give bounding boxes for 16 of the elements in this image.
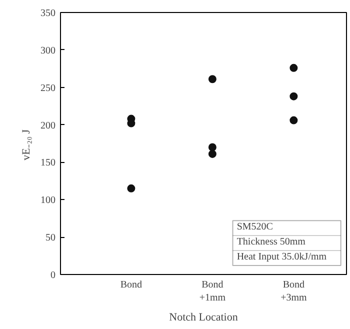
- y-tick-label: 350: [40, 8, 56, 19]
- annotation: Heat Input 35.0kJ/mm: [236, 252, 327, 263]
- annotation: Thickness 50mm: [236, 236, 306, 248]
- y-tick-label: 0: [50, 270, 56, 281]
- y-tick-label: 100: [40, 195, 56, 206]
- x-tick-label: Bond: [120, 280, 142, 290]
- y-tick-label: 200: [40, 120, 56, 132]
- x-tick-label: Bond +1mm: [199, 280, 226, 304]
- x-tick-label: Bond +3mm: [280, 280, 308, 304]
- y-tick-label: 300: [40, 45, 56, 56]
- x-axis-title: Notch Location: [169, 312, 238, 324]
- y-tick-label: 150: [40, 158, 56, 169]
- y-axis-title: vE₋₂₀ J: [20, 128, 32, 160]
- annotation: SM520C: [236, 222, 274, 233]
- y-tick-label: 50: [46, 232, 56, 244]
- y-tick-label: 250: [40, 82, 56, 94]
